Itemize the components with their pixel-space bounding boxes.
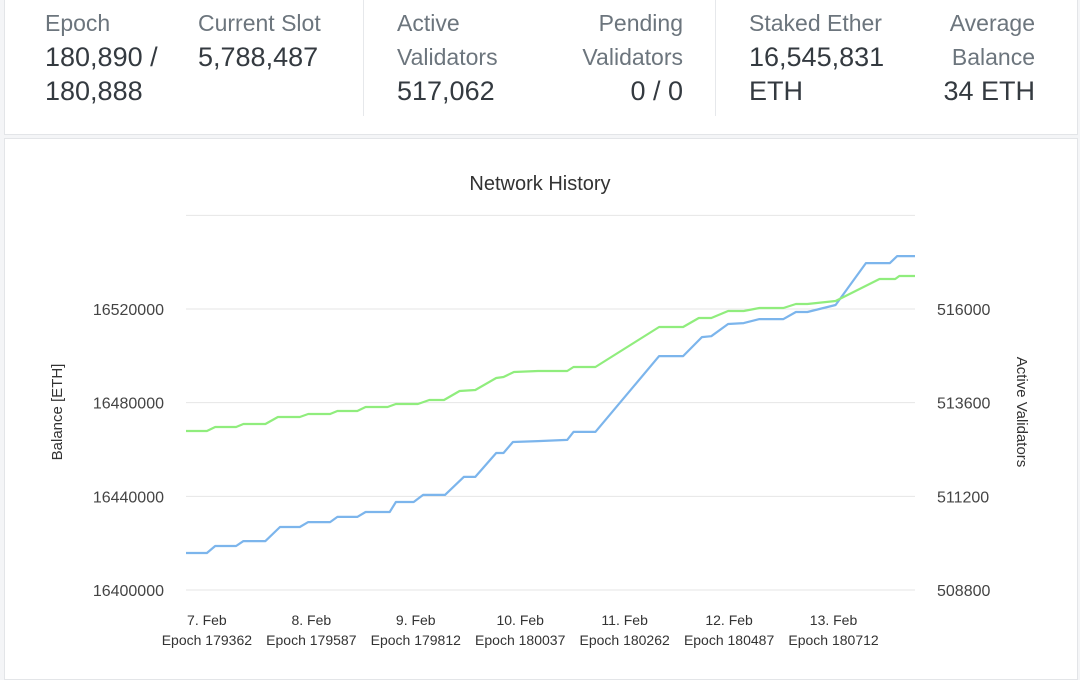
y-axis-label: Balance [ETH] <box>49 364 66 461</box>
x-tick-epoch: Epoch 180712 <box>788 632 879 648</box>
active-validators-series-line <box>186 274 915 433</box>
y2-tick-label: 508800 <box>937 583 990 600</box>
x-tick-date: 8. Feb <box>291 612 331 628</box>
y-tick-label: 16440000 <box>93 489 164 506</box>
stat-value: 5,788,487 <box>198 42 319 72</box>
stat-value: 517,062 <box>397 76 495 106</box>
stat-value: 180,890 / <box>45 42 158 72</box>
stat-average-balance: Average Balance 34 ETH <box>943 6 1035 108</box>
x-tick-date: 10. Feb <box>496 612 544 628</box>
stat-staked-ether: Staked Ether 16,545,831 ETH <box>749 6 884 108</box>
divider <box>363 0 364 116</box>
x-tick-date: 12. Feb <box>705 612 753 628</box>
stat-label: Average <box>949 10 1035 36</box>
x-tick-date: 9. Feb <box>396 612 436 628</box>
x-tick-epoch: Epoch 180037 <box>475 632 566 648</box>
stat-label: Balance <box>951 44 1035 70</box>
y2-tick-label: 513600 <box>937 396 990 413</box>
stat-label: Validators <box>582 44 683 70</box>
stat-pending-validators: Pending Validators 0 / 0 <box>582 6 683 108</box>
stat-label: Pending <box>598 10 683 36</box>
x-tick-epoch: Epoch 179587 <box>266 632 357 648</box>
chart-title: Network History <box>469 173 610 195</box>
stat-epoch: Epoch 180,890 / 180,888 <box>45 6 158 108</box>
stat-current-slot: Current Slot 5,788,487 <box>198 6 321 74</box>
y-tick-label: 16480000 <box>93 396 164 413</box>
stat-value: 34 ETH <box>943 76 1035 106</box>
x-tick-epoch: Epoch 180262 <box>579 632 670 648</box>
y-tick-label: 16400000 <box>93 583 164 600</box>
y2-tick-label: 516000 <box>937 302 990 319</box>
stat-active-validators: Active Validators 517,062 <box>397 6 498 108</box>
network-stats-card: Epoch 180,890 / 180,888 Current Slot 5,7… <box>4 0 1078 135</box>
stat-value: 0 / 0 <box>630 76 683 106</box>
stat-label: Active <box>397 10 460 36</box>
x-tick-date: 11. Feb <box>601 612 648 628</box>
stat-value: 180,888 <box>45 76 143 106</box>
x-tick-date: 7. Feb <box>187 612 227 628</box>
stat-label: Current Slot <box>198 10 321 36</box>
x-tick-epoch: Epoch 180487 <box>684 632 775 648</box>
stat-label: Staked Ether <box>749 10 882 36</box>
stat-value: 16,545,831 <box>749 42 885 72</box>
stat-label: Validators <box>397 44 498 70</box>
y-tick-label: 16520000 <box>93 302 164 319</box>
x-tick-date: 13. Feb <box>810 612 858 628</box>
divider <box>715 0 716 116</box>
balance-series-line <box>186 255 915 555</box>
x-tick-epoch: Epoch 179812 <box>371 632 462 648</box>
stat-value: ETH <box>749 76 803 106</box>
stat-label: Epoch <box>45 10 111 36</box>
y2-tick-label: 511200 <box>937 489 989 506</box>
y2-axis-label: Active Validators <box>1013 357 1030 468</box>
x-tick-epoch: Epoch 179362 <box>162 632 253 648</box>
